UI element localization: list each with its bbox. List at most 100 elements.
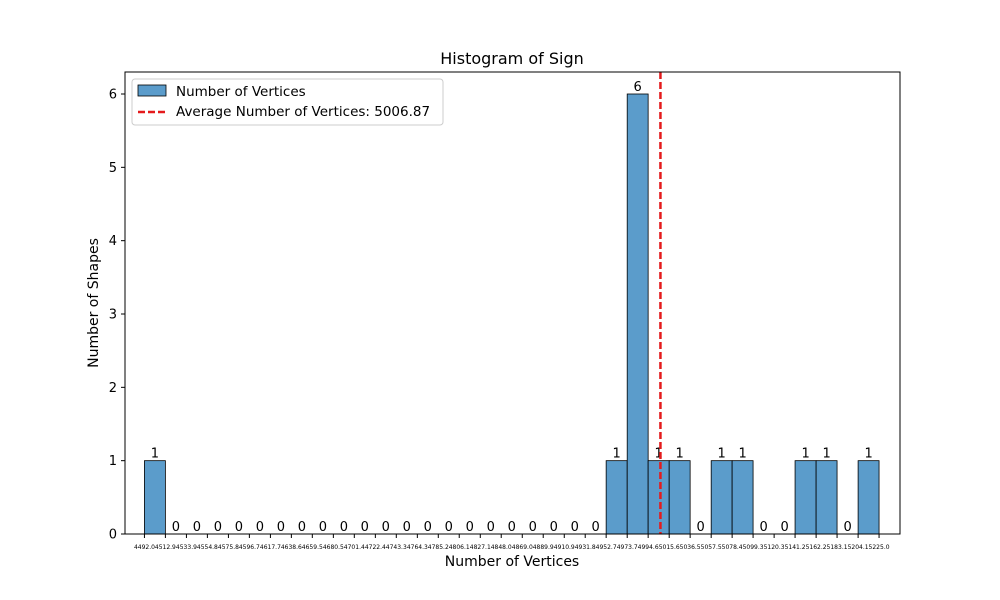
histogram-bar (710, 460, 733, 535)
x-tick-label: 4533.9 (176, 544, 197, 551)
y-axis-label: Number of Shapes (86, 238, 102, 368)
x-tick-label: 5099.3 (743, 544, 764, 551)
bar-count-label: 1 (738, 447, 746, 462)
y-tick-label: 0 (109, 528, 117, 543)
legend-average-label: Average Number of Vertices: 5006.87 (176, 104, 430, 120)
x-tick-label: 4638.6 (281, 544, 302, 551)
x-tick-label: 4827.1 (470, 544, 491, 551)
histogram-bar (731, 460, 754, 535)
x-tick-label: 4952.7 (596, 544, 617, 551)
y-tick-label: 2 (109, 381, 117, 396)
bar-count-label: 0 (298, 520, 306, 535)
legend-bar-swatch (137, 84, 167, 97)
chart-title: Histogram of Sign (440, 49, 584, 68)
x-tick-label: 4680.5 (323, 544, 344, 551)
bar-count-label: 6 (634, 80, 642, 95)
bar-count-label: 0 (445, 520, 453, 535)
legend: Number of Vertices Average Number of Ver… (131, 78, 444, 126)
bar-count-label: 0 (214, 520, 222, 535)
y-tick-label: 4 (109, 234, 117, 249)
x-tick-label: 4910.9 (554, 544, 575, 551)
histogram-bar (857, 460, 880, 535)
x-tick-label: 5204.1 (848, 544, 869, 551)
bar-count-label: 1 (822, 447, 830, 462)
bar-count-label: 0 (487, 520, 495, 535)
x-tick-label: 4722.4 (365, 544, 386, 551)
histogram-bar (815, 460, 838, 535)
bars-group (144, 93, 880, 535)
x-tick-label: 4994.6 (638, 544, 659, 551)
x-tick-label: 5183.1 (827, 544, 848, 551)
bar-count-label: 0 (172, 520, 180, 535)
x-tick-label: 4973.7 (617, 544, 638, 551)
bar-count-label: 0 (571, 520, 579, 535)
bar-count-label: 1 (676, 447, 684, 462)
x-tick-label: 4512.9 (155, 544, 176, 551)
x-tick-label: 4492.0 (134, 544, 155, 551)
bar-count-label: 0 (403, 520, 411, 535)
histogram-bar (794, 460, 817, 535)
x-axis-label: Number of Vertices (445, 554, 579, 570)
histogram-bar (605, 460, 628, 535)
bar-count-label: 0 (424, 520, 432, 535)
x-tick-label: 4596.7 (239, 544, 260, 551)
histogram-bar (647, 460, 670, 535)
x-tick-label: 5120.3 (764, 544, 785, 551)
x-tick-label: 4848.0 (491, 544, 512, 551)
bar-count-label: 0 (550, 520, 558, 535)
x-tick-label: 4701.4 (344, 544, 365, 551)
bar-count-label: 1 (801, 447, 809, 462)
y-axis-ticks: 0 1 2 3 4 5 6 (109, 88, 125, 543)
x-tick-label: 5225.0 (869, 544, 890, 551)
bar-count-label: 1 (655, 447, 663, 462)
bar-count-label: 0 (780, 520, 788, 535)
bar-count-label: 1 (613, 447, 621, 462)
histogram-bar (668, 460, 691, 535)
bar-count-label: 0 (697, 520, 705, 535)
bar-count-label: 0 (277, 520, 285, 535)
x-tick-label: 5078.4 (722, 544, 743, 551)
legend-box (131, 78, 444, 126)
x-tick-label: 4785.2 (428, 544, 449, 551)
bar-count-label: 0 (759, 520, 767, 535)
x-tick-label: 5057.5 (701, 544, 722, 551)
bar-count-label: 0 (382, 520, 390, 535)
x-tick-label: 4931.8 (575, 544, 596, 551)
legend-bar-label: Number of Vertices (176, 84, 306, 100)
x-tick-label: 4869.0 (512, 544, 533, 551)
bar-count-label: 0 (256, 520, 264, 535)
bar-count-label: 0 (592, 520, 600, 535)
x-tick-label: 5162.2 (806, 544, 827, 551)
y-tick-label: 3 (109, 308, 117, 323)
bar-count-label: 0 (235, 520, 243, 535)
x-tick-label: 4554.8 (197, 544, 218, 551)
x-tick-label: 5141.2 (785, 544, 806, 551)
bar-count-label: 0 (508, 520, 516, 535)
x-tick-label: 5015.6 (659, 544, 680, 551)
bar-count-label: 0 (340, 520, 348, 535)
histogram-bar (626, 93, 649, 535)
x-axis-ticks: 4492.0 4512.9 4533.9 4554.8 4575.8 4596.7 4617… (134, 534, 890, 551)
bar-count-label: 1 (864, 447, 872, 462)
x-tick-label: 4889.9 (533, 544, 554, 551)
bar-count-label: 0 (319, 520, 327, 535)
bar-count-label: 1 (151, 447, 159, 462)
y-tick-label: 1 (109, 454, 117, 469)
x-tick-label: 4617.7 (260, 544, 281, 551)
x-tick-label: 4743.3 (386, 544, 407, 551)
x-tick-label: 4575.8 (218, 544, 239, 551)
bar-count-label: 0 (843, 520, 851, 535)
histogram-bar (144, 460, 166, 535)
y-tick-label: 5 (109, 161, 117, 176)
plot-frame (124, 71, 901, 535)
bar-count-label: 0 (529, 520, 537, 535)
x-tick-label: 4764.3 (407, 544, 428, 551)
y-tick-label: 6 (109, 88, 117, 103)
bar-count-label: 0 (361, 520, 369, 535)
bar-count-label: 0 (193, 520, 201, 535)
bar-count-label: 1 (718, 447, 726, 462)
x-tick-label: 5036.5 (680, 544, 701, 551)
x-tick-label: 4659.5 (302, 544, 323, 551)
